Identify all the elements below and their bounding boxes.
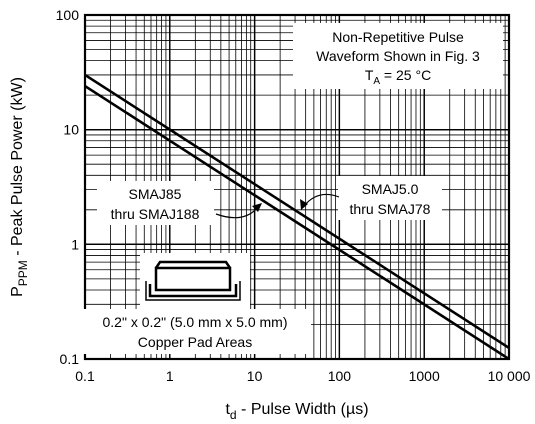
smaj5-label-line1: SMAJ5.0 bbox=[362, 181, 419, 197]
series-lines bbox=[84, 73, 510, 361]
pad-box bbox=[78, 309, 311, 354]
condition-line1: Non-Repetitive Pulse bbox=[332, 29, 464, 45]
x-tick-label: 10 bbox=[247, 368, 263, 384]
y-axis-title: PPPM - Peak Pulse Power (kW) bbox=[9, 77, 30, 297]
y-tick-label: 0.1 bbox=[60, 351, 80, 367]
series-line-2 bbox=[84, 84, 510, 361]
condition-line2: Waveform Shown in Fig. 3 bbox=[316, 48, 480, 64]
smaj85-leader bbox=[215, 206, 259, 219]
temperature-label: TA = 25 °C bbox=[365, 67, 431, 87]
x-tick-label: 1 bbox=[166, 368, 174, 384]
x-tick-label: 0.1 bbox=[75, 368, 95, 384]
x-tick-labels: 0.1 1 10 100 1000 10 000 bbox=[75, 368, 530, 384]
x-tick-label: 10 000 bbox=[488, 368, 531, 384]
smaj85-label-line1: SMAJ85 bbox=[129, 186, 182, 202]
y-tick-labels: 0.1 1 10 100 bbox=[56, 7, 80, 367]
smaj85-label-line2: thru SMAJ188 bbox=[111, 206, 200, 222]
smaj85-arrowhead bbox=[252, 203, 262, 212]
y-tick-label: 100 bbox=[56, 7, 80, 23]
series-line-1 bbox=[84, 73, 510, 349]
y-tick-label: 10 bbox=[63, 122, 79, 138]
smaj5-box bbox=[338, 176, 442, 220]
condition-box bbox=[293, 23, 503, 89]
x-tick-label: 1000 bbox=[409, 368, 440, 384]
copper-pad-package-drawing bbox=[145, 260, 241, 301]
smaj5-leader bbox=[303, 193, 340, 207]
smaj5-label-line2: thru SMAJ78 bbox=[350, 201, 431, 217]
pad-label-line2: Copper Pad Areas bbox=[138, 334, 252, 350]
smaj85-box bbox=[97, 181, 214, 225]
x-tick-label: 100 bbox=[328, 368, 352, 384]
x-axis-title: td - Pulse Width (µs) bbox=[225, 401, 368, 422]
smaj5-arrowhead bbox=[300, 199, 308, 210]
y-tick-label: 1 bbox=[71, 236, 79, 252]
pad-label-line1: 0.2" x 0.2" (5.0 mm x 5.0 mm) bbox=[103, 314, 288, 330]
plot-frame bbox=[83, 13, 511, 361]
